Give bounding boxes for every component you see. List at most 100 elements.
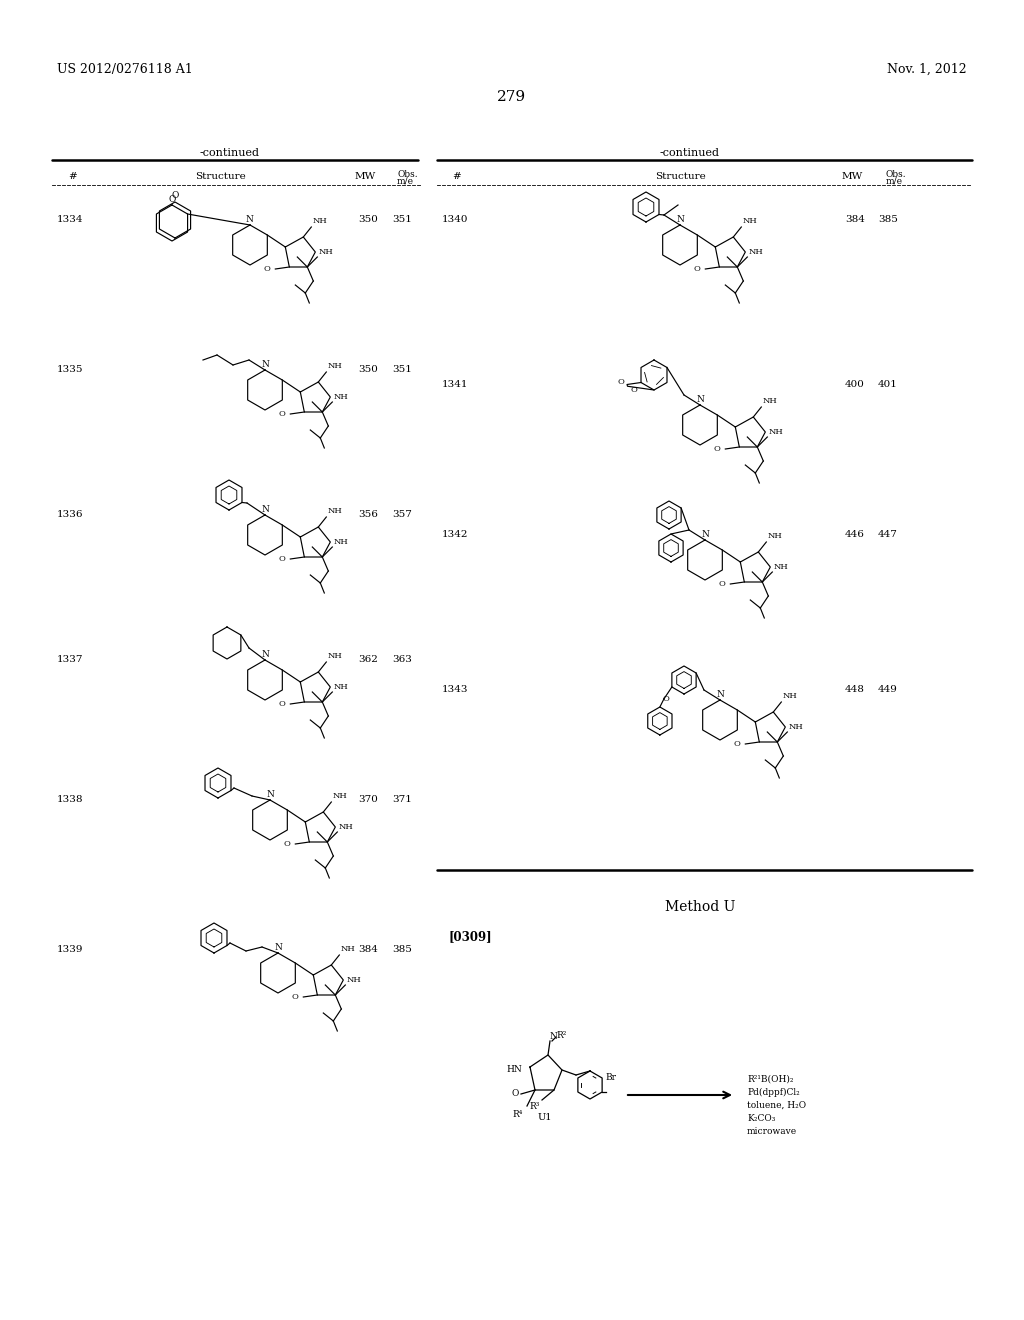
Text: NH: NH (334, 682, 348, 690)
Text: NH: NH (782, 692, 797, 700)
Text: 363: 363 (392, 655, 412, 664)
Text: NH: NH (742, 216, 757, 224)
Text: O: O (284, 840, 291, 847)
Text: R²: R² (556, 1031, 566, 1040)
Text: microwave: microwave (746, 1127, 797, 1137)
Text: O: O (617, 379, 624, 387)
Text: Structure: Structure (654, 172, 706, 181)
Text: 1334: 1334 (57, 215, 84, 224)
Text: Method U: Method U (665, 900, 735, 913)
Text: R⁴: R⁴ (513, 1110, 523, 1119)
Text: N: N (261, 649, 269, 659)
Text: HN: HN (506, 1064, 522, 1073)
Text: NH: NH (328, 362, 342, 370)
Text: O: O (694, 265, 700, 273)
Text: N: N (676, 215, 684, 224)
Text: Nov. 1, 2012: Nov. 1, 2012 (888, 63, 967, 77)
Text: NH: NH (328, 507, 342, 515)
Text: N: N (716, 690, 724, 700)
Text: Obs.: Obs. (397, 170, 418, 180)
Text: 350: 350 (358, 366, 378, 374)
Text: N: N (266, 789, 274, 799)
Text: O: O (279, 700, 286, 708)
Text: R³: R³ (529, 1102, 540, 1111)
Text: m/e: m/e (397, 177, 414, 186)
Text: 1341: 1341 (442, 380, 469, 389)
Text: NH: NH (767, 532, 782, 540)
Text: toluene, H₂O: toluene, H₂O (746, 1101, 806, 1110)
Text: NH: NH (334, 539, 348, 546)
Text: 1340: 1340 (442, 215, 469, 224)
Text: N: N (696, 395, 703, 404)
Text: NH: NH (762, 397, 777, 405)
Text: O: O (279, 554, 286, 564)
Text: O: O (714, 445, 721, 453)
Text: NH: NH (340, 945, 355, 953)
Text: NH: NH (333, 792, 347, 800)
Text: US 2012/0276118 A1: US 2012/0276118 A1 (57, 63, 193, 77)
Text: 371: 371 (392, 795, 412, 804)
Text: 446: 446 (845, 531, 865, 539)
Text: NH: NH (788, 723, 803, 731)
Text: 357: 357 (392, 510, 412, 519)
Text: NH: NH (312, 216, 327, 224)
Text: 1336: 1336 (57, 510, 84, 519)
Text: O: O (734, 741, 740, 748)
Text: O: O (168, 195, 176, 205)
Text: N: N (701, 531, 709, 539)
Text: -continued: -continued (660, 148, 720, 158)
Text: 401: 401 (878, 380, 898, 389)
Text: 1343: 1343 (442, 685, 469, 694)
Text: O: O (171, 191, 178, 201)
Text: NH: NH (768, 428, 783, 436)
Text: 356: 356 (358, 510, 378, 519)
Text: 1335: 1335 (57, 366, 84, 374)
Text: O: O (719, 579, 726, 587)
Text: N: N (245, 215, 253, 224)
Text: O: O (292, 993, 299, 1001)
Text: 370: 370 (358, 795, 378, 804)
Text: 384: 384 (845, 215, 865, 224)
Text: 400: 400 (845, 380, 865, 389)
Text: NH: NH (749, 248, 763, 256)
Text: 351: 351 (392, 366, 412, 374)
Text: 351: 351 (392, 215, 412, 224)
Text: 449: 449 (878, 685, 898, 694)
Text: N: N (261, 506, 269, 513)
Text: O: O (264, 265, 270, 273)
Text: MW: MW (842, 172, 862, 181)
Text: NH: NH (328, 652, 342, 660)
Text: O: O (511, 1089, 519, 1098)
Text: [0309]: [0309] (449, 931, 492, 942)
Text: 362: 362 (358, 655, 378, 664)
Text: O: O (279, 411, 286, 418)
Text: NH: NH (318, 248, 333, 256)
Text: 350: 350 (358, 215, 378, 224)
Text: U1: U1 (538, 1113, 552, 1122)
Text: 1338: 1338 (57, 795, 84, 804)
Text: #: # (68, 172, 77, 181)
Text: 447: 447 (878, 531, 898, 539)
Text: N: N (550, 1032, 558, 1041)
Text: R²¹B(OH)₂: R²¹B(OH)₂ (746, 1074, 794, 1084)
Text: 385: 385 (392, 945, 412, 954)
Text: N: N (274, 942, 282, 952)
Text: 384: 384 (358, 945, 378, 954)
Text: Pd(dppf)Cl₂: Pd(dppf)Cl₂ (746, 1088, 800, 1097)
Text: 448: 448 (845, 685, 865, 694)
Text: m/e: m/e (886, 177, 903, 186)
Text: K₂CO₃: K₂CO₃ (746, 1114, 775, 1123)
Text: O: O (663, 696, 670, 704)
Text: NH: NH (334, 393, 348, 401)
Text: -continued: -continued (200, 148, 260, 158)
Text: 1342: 1342 (442, 531, 469, 539)
Text: Br: Br (605, 1073, 616, 1082)
Text: #: # (452, 172, 461, 181)
Text: 1337: 1337 (57, 655, 84, 664)
Text: Structure: Structure (195, 172, 246, 181)
Text: 385: 385 (878, 215, 898, 224)
Text: 1339: 1339 (57, 945, 84, 954)
Text: NH: NH (338, 822, 353, 832)
Text: NH: NH (346, 975, 361, 983)
Text: Obs.: Obs. (886, 170, 906, 180)
